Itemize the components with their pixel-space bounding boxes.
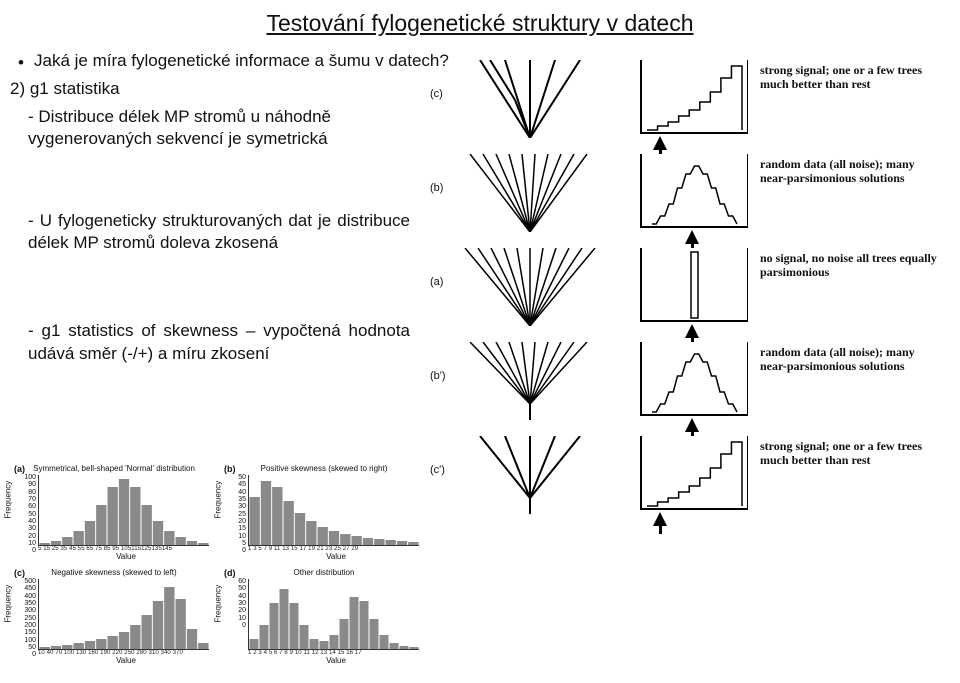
mini-chart: (c)Negative skewness (skewed to left)500… [14,568,214,668]
bullet-dot: • [18,51,34,73]
histogram [640,436,748,510]
y-tick-labels: 60 50 40 30 20 10 0 [226,578,246,629]
row-caption: random data (all noise); many near-parsi… [760,346,940,374]
mini-title: Symmetrical, bell-shaped 'Normal' distri… [14,464,214,474]
x-axis-label: Value [248,656,424,665]
tree-diagram [460,436,600,514]
histogram [640,342,748,416]
y-tick-labels: 100 90 80 70 60 50 40 30 20 10 0 [16,474,36,555]
diagram-column: (c) strong signal; one or a few trees muc… [430,60,950,530]
arrow-stem [659,524,662,534]
y-axis-label: Frequency [4,481,13,519]
panel-letter: (a) [14,464,25,474]
mini-title: Negative skewness (skewed to left) [14,568,214,578]
mini-chart: (d)Other distribution60 50 40 30 20 10 0… [224,568,424,668]
y-axis-label: Frequency [214,481,223,519]
y-axis-label: Frequency [4,585,13,623]
mini-title: Positive skewness (skewed to right) [224,464,424,474]
diagram-row-c: (c) strong signal; one or a few trees muc… [430,60,950,150]
diagram-row-b: (b) random data (all noise); many near-pa… [430,154,950,244]
diagram-row-cp: (c')strong signal; one or a few trees mu… [430,436,950,526]
block-1: 2) g1 statistika - Distribuce délek MP s… [10,78,410,150]
mini-plot [38,579,209,650]
mini-plot [248,579,419,650]
block-3: - g1 statistics of skewness – vypočtená … [28,320,410,364]
y-tick-labels: 50 45 40 35 30 25 20 15 10 5 0 [226,474,246,555]
histogram [640,154,748,228]
tree-diagram [460,342,600,420]
mini-chart: (b)Positive skewness (skewed to right)50… [224,464,424,564]
x-axis-label: Value [38,552,214,561]
bottom-charts: (a)Symmetrical, bell-shaped 'Normal' dis… [14,464,434,668]
tree-diagram [460,154,600,232]
histogram [640,60,748,134]
diagram-row-bp: (b') random data (all noise); many near-p… [430,342,950,432]
mini-plot [248,475,419,546]
row-label: (b') [430,370,446,382]
histogram [640,248,748,322]
row-label: (c) [430,88,443,100]
x-axis-label: Value [248,552,424,561]
diagram-row-a: (a) no signal, no noise all trees equally… [430,248,950,338]
row-label: (b) [430,182,443,194]
y-tick-labels: 500 450 400 350 300 250 200 150 100 50 0 [16,578,36,659]
row-caption: random data (all noise); many near-parsi… [760,158,940,186]
mini-title: Other distribution [224,568,424,578]
mini-plot [38,475,209,546]
row-label: (a) [430,276,443,288]
row-caption: no signal, no noise all trees equally pa… [760,252,940,280]
block-2: - U fylogeneticky strukturovaných dat je… [28,210,410,254]
bullet-text: Jaká je míra fylogenetické informace a š… [34,51,449,71]
row-caption: strong signal; one or a few trees much b… [760,64,940,92]
page-title: Testování fylogenetické struktury v date… [18,10,942,37]
panel-letter: (d) [224,568,236,578]
y-axis-label: Frequency [214,585,223,623]
panel-letter: (c) [14,568,25,578]
x-axis-label: Value [38,656,214,665]
tree-diagram [460,60,600,138]
tree-diagram [460,248,600,326]
mini-chart: (a)Symmetrical, bell-shaped 'Normal' dis… [14,464,214,564]
block1-head: 2) g1 statistika [10,78,410,100]
panel-letter: (b) [224,464,236,474]
block1-body: - Distribuce délek MP stromů u náhodně v… [28,106,410,150]
row-caption: strong signal; one or a few trees much b… [760,440,940,468]
